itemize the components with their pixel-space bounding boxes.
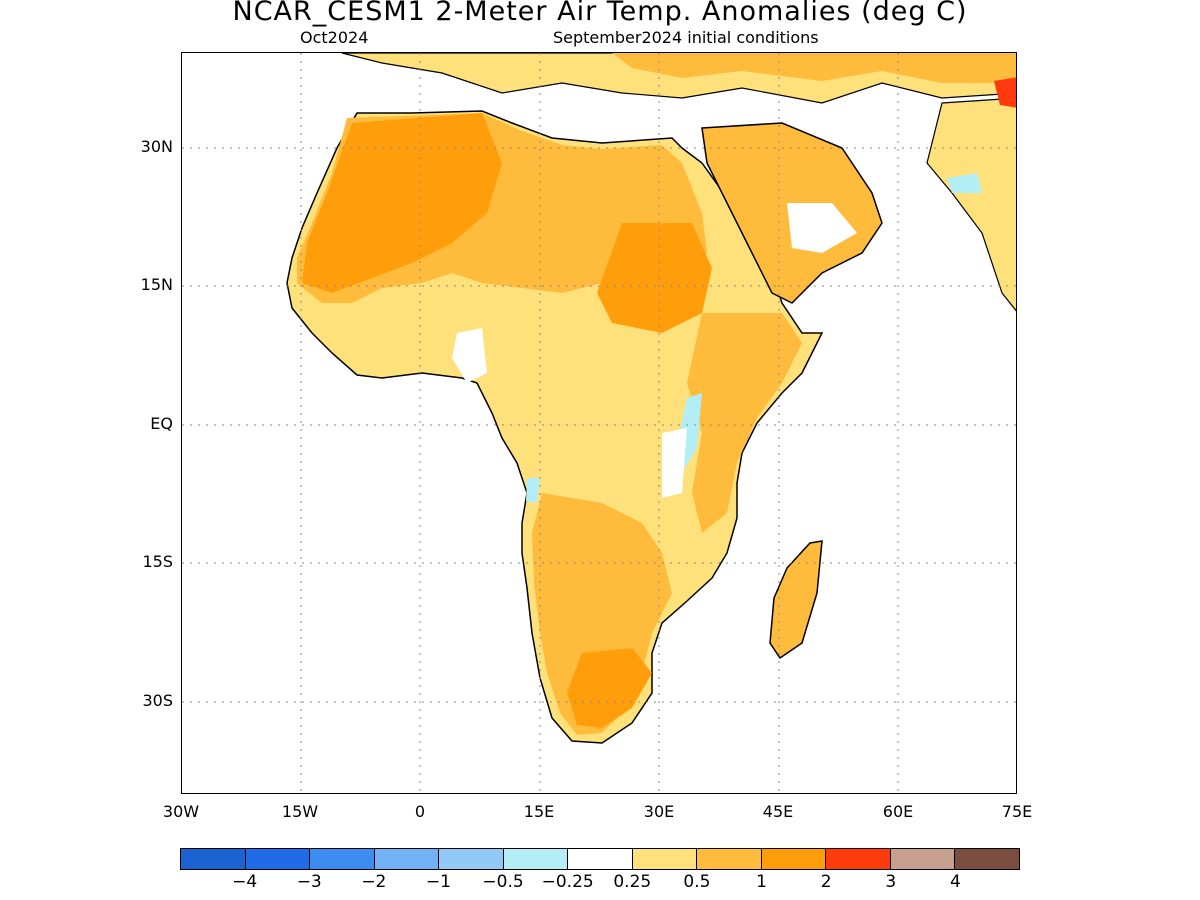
southern-africa-hot-region <box>567 648 652 728</box>
sudan-hot-region <box>597 223 712 333</box>
colorbar-segment <box>568 849 633 869</box>
colorbar-segment <box>181 849 246 869</box>
y-tick-label: 15S <box>142 552 173 571</box>
arabia-cool-region <box>787 203 857 253</box>
x-tick-label: 75E <box>1001 802 1033 821</box>
colorbar-segment <box>374 849 440 869</box>
y-tick-label: EQ <box>150 414 173 433</box>
colorbar-segment <box>697 849 762 869</box>
colorbar-label: 2 <box>820 872 832 892</box>
colorbar-segment <box>503 849 569 869</box>
colorbar-label: −1 <box>425 872 451 892</box>
europe-warm-region <box>612 53 1016 83</box>
x-tick-label: 0 <box>414 802 426 821</box>
madagascar-fill <box>769 540 823 660</box>
colorbar-label: −2 <box>361 872 387 892</box>
x-tick-label: 15W <box>281 802 319 821</box>
colorbar-label: −4 <box>232 872 258 892</box>
x-tick-label: 30W <box>162 802 200 821</box>
colorbar-segment <box>826 849 891 869</box>
initial-conditions: September2024 initial conditions <box>553 28 819 47</box>
x-tick-label: 30E <box>643 802 675 821</box>
colorbar-label: 0.5 <box>683 872 711 892</box>
colorbar-segment <box>955 849 1019 869</box>
y-tick-label: 30N <box>140 137 173 156</box>
colorbar-label: 4 <box>949 872 961 892</box>
anomaly-map <box>181 52 1017 794</box>
map-gridlines <box>182 53 1016 793</box>
india-hot-spot <box>994 77 1016 108</box>
colorbar-label: 1 <box>756 872 767 892</box>
colorbar-label: −0.25 <box>541 872 594 892</box>
angola-cool-spot <box>526 478 540 503</box>
india-cool-spot <box>947 173 982 193</box>
colorbar-segment <box>761 849 827 869</box>
kenya-neutral-patch <box>662 428 687 498</box>
west-africa-neutral-patch <box>452 328 487 383</box>
india-land-fill <box>926 97 1016 312</box>
east-africa-warm-region <box>687 313 802 533</box>
x-tick-label: 60E <box>882 802 914 821</box>
colorbar-label: 0.25 <box>613 872 652 892</box>
colorbar-segment <box>439 849 504 869</box>
x-tick-label: 15E <box>523 802 555 821</box>
colorbar-segment <box>890 849 956 869</box>
y-tick-label: 15N <box>140 275 173 294</box>
west-sahara-hot-region <box>302 113 502 293</box>
colorbar <box>180 848 1020 870</box>
colorbar-label: −3 <box>296 872 322 892</box>
forecast-month: Oct2024 <box>300 28 369 47</box>
colorbar-label: −0.5 <box>482 872 524 892</box>
colorbar-segment <box>310 849 375 869</box>
y-tick-label: 30S <box>142 691 173 710</box>
colorbar-label: 3 <box>885 872 897 892</box>
colorbar-segment <box>245 849 311 869</box>
x-tick-label: 45E <box>762 802 794 821</box>
map-canvas <box>182 53 1016 793</box>
colorbar-segment <box>632 849 698 869</box>
map-title: NCAR_CESM1 2-Meter Air Temp. Anomalies (… <box>232 0 968 27</box>
